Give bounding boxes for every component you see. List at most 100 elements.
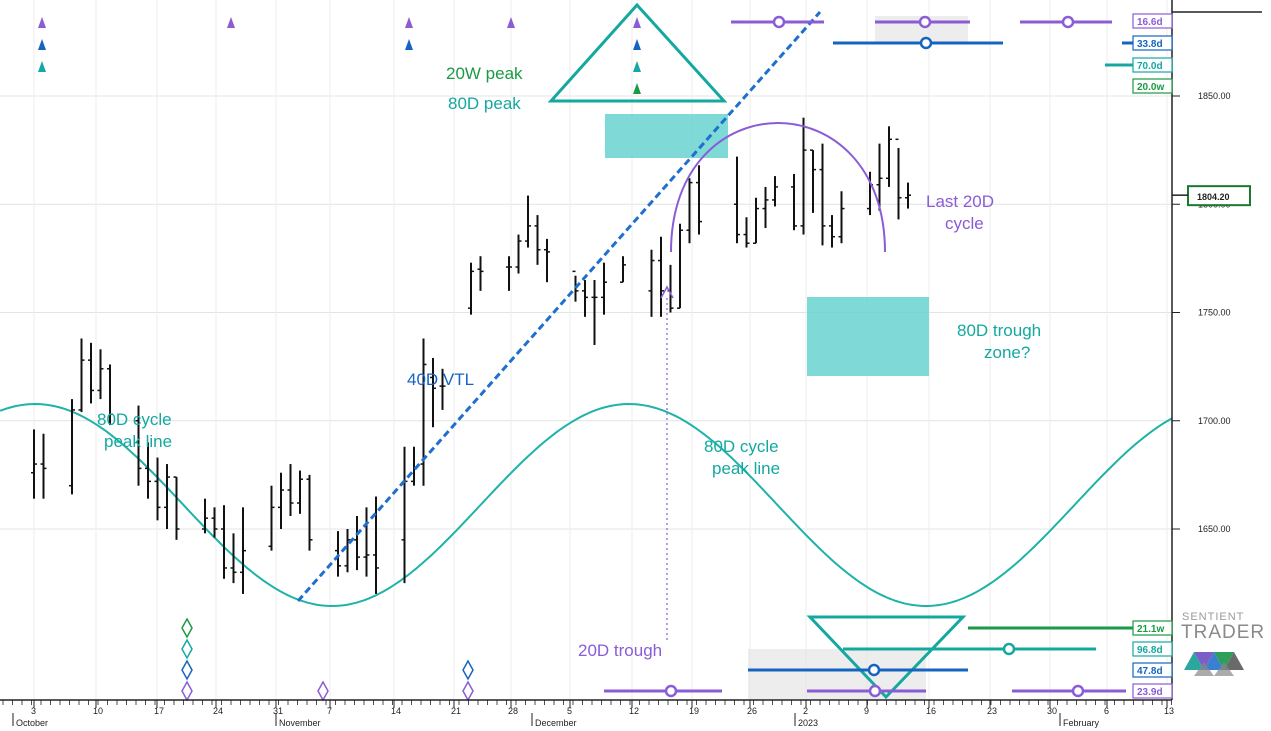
x-tick-label: 21 <box>451 706 461 716</box>
trough-20d-arrowhead <box>660 285 674 299</box>
cycle-tag-box <box>1132 620 1173 636</box>
ohlc-bar <box>534 215 541 265</box>
annotation-trough-zone-1: 80D trough <box>957 321 1041 340</box>
ohlc-bar <box>164 464 170 529</box>
x-tick-label: 31 <box>273 706 283 716</box>
annotation-cycle-line-right-1: 80D cycle <box>704 437 779 456</box>
month-label: December <box>535 718 577 728</box>
cycle-tag-box <box>1132 662 1173 678</box>
ohlc-bar <box>477 256 484 291</box>
ohlc-bar <box>230 533 237 584</box>
x-tick-label: 10 <box>93 706 103 716</box>
cycle-tag-box <box>1132 641 1173 657</box>
annotation-cycle-line-right-2: peak line <box>712 459 780 478</box>
ohlc-bar <box>601 262 607 315</box>
x-tick-label: 14 <box>391 706 401 716</box>
proj-16d-c-dot <box>1061 15 1075 29</box>
ohlc-bar <box>762 186 769 229</box>
ohlc-bar <box>620 256 626 283</box>
x-tick-label: 3 <box>31 706 36 716</box>
annotation-20w-peak: 20W peak <box>446 64 523 83</box>
ohlc-bar <box>791 173 797 231</box>
annotation-trough-zone-2: zone? <box>984 343 1030 362</box>
annotation-trough-20d: 20D trough <box>578 641 662 660</box>
proj-47d-dot <box>867 663 881 677</box>
ohlc-bar <box>344 529 351 573</box>
ohlc-bar <box>154 457 161 521</box>
last-price-label: 1804.20 <box>1197 192 1230 202</box>
overlay-layer <box>296 2 1133 700</box>
cycle-trough-marker <box>462 659 474 681</box>
proj-23d-c-dot <box>1071 684 1085 698</box>
ohlc-bar <box>658 236 664 317</box>
cycle-peak-marker <box>633 17 641 28</box>
ohlc-bar <box>905 182 911 209</box>
price-bars <box>31 117 911 594</box>
x-tick-label: 28 <box>508 706 518 716</box>
cycle-markers <box>38 17 641 702</box>
annotation-vtl: 40D VTL <box>407 370 474 389</box>
cycle-peak-marker <box>38 39 46 50</box>
annotation-cycle-line-left-2: peak line <box>104 432 172 451</box>
cycle-peak-marker <box>38 17 46 28</box>
x-tick-label: 30 <box>1047 706 1057 716</box>
cycle-trough-marker <box>181 638 193 660</box>
trough-triangle <box>806 615 967 700</box>
cycle-tag-box <box>1132 57 1173 73</box>
ohlc-bar <box>278 472 284 529</box>
watermark-line2: TRADER <box>1181 622 1266 643</box>
ohlc-bar <box>363 507 370 577</box>
ohlc-bar <box>506 256 512 291</box>
ohlc-bar <box>202 498 208 534</box>
month-label: October <box>16 718 48 728</box>
last20d-arc <box>670 122 886 253</box>
trough-zone-box <box>807 297 929 376</box>
proj-16d-a-dot <box>772 15 786 29</box>
ohlc-bar <box>40 433 47 499</box>
ohlc-bar <box>677 223 683 309</box>
x-tick-label: 6 <box>1104 706 1109 716</box>
ohlc-bar <box>515 234 522 274</box>
x-tick-label: 16 <box>926 706 936 716</box>
cycle-tag-label: 20.0w <box>1137 82 1164 93</box>
ohlc-bar <box>88 342 94 404</box>
cycle-peak-marker <box>227 17 235 28</box>
ohlc-bar <box>439 368 446 410</box>
x-tick-label: 2 <box>803 706 808 716</box>
cycle-tag-label: 21.1w <box>1137 624 1164 635</box>
x-tick-label: 13 <box>1164 706 1174 716</box>
x-tick-label: 5 <box>567 706 572 716</box>
x-tick-label: 7 <box>327 706 332 716</box>
ohlc-bar <box>373 496 379 594</box>
cycle-tag-box <box>1132 13 1173 29</box>
proj-23d-a-dot <box>664 684 678 698</box>
ohlc-bar <box>145 442 151 499</box>
cycle-trough-marker <box>317 680 329 702</box>
cycle-peak-marker <box>405 17 413 28</box>
cycle-tag-box <box>1132 683 1173 699</box>
ohlc-bar <box>800 117 807 235</box>
ohlc-bar <box>173 476 180 540</box>
ohlc-bar <box>886 126 892 187</box>
ohlc-bar <box>686 178 693 244</box>
ohlc-bar <box>240 507 246 594</box>
x-tick-label: 23 <box>987 706 997 716</box>
ohlc-bar <box>819 143 826 246</box>
zone-layer <box>605 16 968 699</box>
proj-23d-b-dot <box>868 684 882 698</box>
y-tick-label: 1650.00 <box>1198 524 1231 534</box>
ohlc-bar <box>107 364 113 426</box>
cycle-wave <box>0 402 1173 608</box>
x-tick-label: 17 <box>154 706 164 716</box>
y-tick-label: 1750.00 <box>1198 308 1231 318</box>
ohlc-bar <box>221 505 227 579</box>
cycle-tag-label: 33.8d <box>1137 39 1163 50</box>
cycle-tag-label: 96.8d <box>1137 645 1163 656</box>
ohlc-bar <box>895 138 902 220</box>
cycle-tag-box <box>1132 78 1173 94</box>
ohlc-bar <box>743 217 750 248</box>
ohlc-bar <box>648 249 655 317</box>
ohlc-bar <box>211 507 218 538</box>
